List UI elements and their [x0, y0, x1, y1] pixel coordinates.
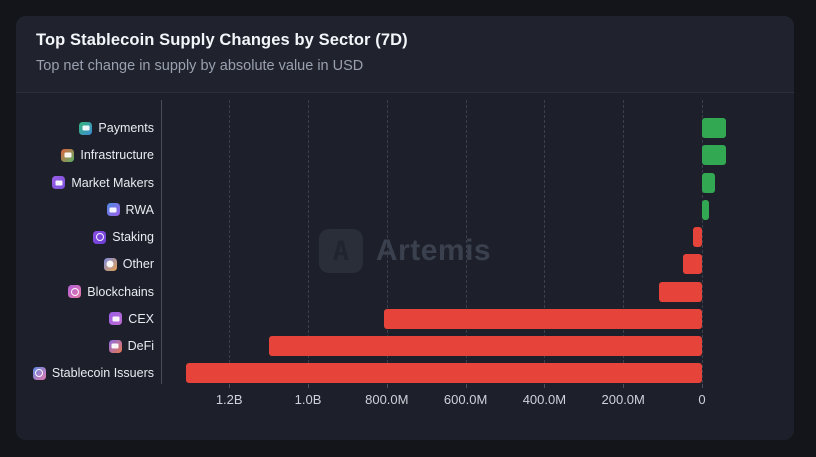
x-axis-label: 1.2B	[215, 392, 243, 407]
category-row: RWA	[16, 196, 154, 223]
category-row: Payments	[16, 115, 154, 142]
gridline-1.2B	[229, 100, 231, 383]
x-axis-label: 800.0M	[365, 392, 409, 407]
x-axis-tick	[702, 384, 703, 388]
x-axis-label: 200.0M	[601, 392, 645, 407]
category-label: CEX	[128, 311, 154, 326]
x-axis-tick	[465, 384, 467, 388]
stablecoin-issuers-icon	[32, 366, 46, 380]
page-subtitle: Top net change in supply by absolute val…	[36, 58, 364, 74]
artemis-wordmark: Artemis	[375, 234, 492, 267]
staking-icon	[93, 230, 107, 244]
infrastructure-icon	[61, 148, 75, 162]
gridline-200.0M	[623, 100, 625, 383]
plot-region: Artemis 1.2B 1.0B 800.0M 600.0M 400.0M 200.0M…	[16, 93, 794, 440]
category-row: DeFi	[16, 333, 154, 360]
artemis-watermark: Artemis	[318, 229, 492, 273]
y-axis-line	[161, 100, 162, 384]
bar-stablecoin-issuers[interactable]	[185, 363, 702, 384]
rwa-icon	[106, 203, 120, 217]
blockchains-icon	[68, 285, 82, 298]
gridline-0	[702, 100, 703, 383]
artemis-logo-icon	[318, 229, 363, 273]
other-icon	[103, 257, 117, 271]
category-row: Blockchains	[16, 278, 154, 305]
chart-area: Artemis 1.2B 1.0B 800.0M 600.0M 400.0M 200.0M…	[16, 93, 794, 440]
gridline-1.0B	[308, 100, 309, 383]
x-axis-tick	[623, 384, 625, 388]
category-label: Market Makers	[71, 175, 154, 190]
category-row: Stablecoin Issuers	[16, 360, 154, 387]
bar-other[interactable]	[682, 254, 702, 275]
category-label: DeFi	[127, 339, 154, 353]
bar-blockchains[interactable]	[658, 281, 702, 302]
x-axis-label: 1.0B	[294, 392, 322, 407]
gridline-600.0M	[465, 100, 467, 383]
category-label: Other	[122, 257, 154, 272]
cex-icon	[109, 312, 123, 326]
category-row: Other	[16, 251, 154, 278]
x-axis-tick	[544, 384, 546, 388]
bar-market-makers[interactable]	[702, 172, 715, 193]
x-axis-label: 0	[698, 392, 706, 407]
bar-rwa[interactable]	[702, 199, 710, 220]
bar-infrastructure[interactable]	[702, 145, 726, 166]
category-label: Staking	[112, 230, 154, 244]
category-label: Blockchains	[87, 284, 154, 299]
category-label: Infrastructure	[80, 148, 154, 163]
chart-card: Top Stablecoin Supply Changes by Sector …	[16, 16, 794, 440]
category-row: Market Makers	[16, 169, 154, 196]
category-row: Staking	[16, 224, 154, 251]
gridline-400.0M	[544, 100, 546, 383]
x-axis-label: 400.0M	[522, 392, 567, 407]
category-row: Infrastructure	[16, 142, 154, 169]
payments-icon	[79, 121, 93, 135]
category-row: CEX	[16, 305, 154, 332]
x-axis-tick	[308, 384, 309, 388]
x-axis-tick	[386, 384, 388, 388]
category-label: RWA	[125, 202, 154, 217]
gridline-800.0M	[386, 100, 388, 383]
bar-defi[interactable]	[268, 336, 702, 356]
bar-payments[interactable]	[702, 118, 727, 138]
x-axis-tick	[229, 384, 231, 388]
defi-icon	[108, 339, 122, 353]
category-label: Payments	[98, 121, 154, 135]
category-label: Stablecoin Issuers	[51, 366, 154, 381]
card-header: Top Stablecoin Supply Changes by Sector …	[16, 16, 794, 93]
market-makers-icon	[52, 176, 66, 189]
bar-cex[interactable]	[383, 308, 702, 329]
bar-staking[interactable]	[692, 227, 702, 247]
page-title: Top Stablecoin Supply Changes by Sector …	[36, 31, 408, 49]
x-axis-label: 600.0M	[443, 392, 488, 407]
